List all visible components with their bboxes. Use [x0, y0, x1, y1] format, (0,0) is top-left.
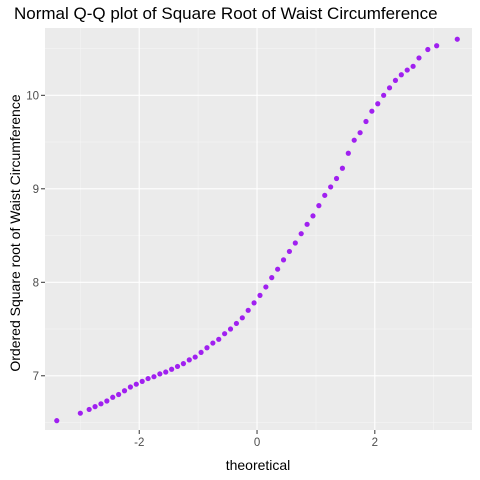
data-point	[375, 101, 381, 107]
data-point	[263, 284, 269, 290]
y-tick-label: 9	[33, 184, 39, 196]
data-point	[169, 366, 175, 372]
data-point	[322, 192, 328, 198]
data-point	[54, 418, 60, 424]
data-point	[345, 150, 351, 156]
data-point	[116, 391, 122, 398]
data-point	[381, 92, 387, 98]
x-tick-label: -2	[134, 437, 144, 449]
data-point	[151, 374, 157, 380]
data-point	[328, 184, 334, 190]
axis-ticks	[41, 94, 376, 434]
data-point	[210, 340, 216, 346]
data-point	[110, 394, 116, 400]
data-point	[357, 130, 363, 136]
data-point	[180, 361, 187, 367]
data-point	[98, 401, 104, 407]
plot-panel	[45, 28, 472, 430]
data-point	[416, 55, 422, 61]
data-point	[104, 398, 110, 404]
data-point	[275, 266, 281, 272]
data-point	[454, 36, 460, 42]
data-point	[316, 203, 322, 209]
tick-labels: -2 0 2 7 8 9 10	[26, 90, 378, 449]
data-point	[163, 369, 169, 375]
data-point	[86, 406, 92, 413]
data-point	[310, 213, 316, 219]
y-axis-label: Ordered Square root of Waist Circumferen…	[7, 94, 23, 371]
data-point	[216, 336, 222, 342]
data-point	[204, 345, 210, 351]
data-point	[245, 307, 251, 313]
data-point	[434, 43, 440, 49]
y-tick-label: 7	[33, 371, 39, 383]
data-point	[186, 357, 192, 363]
data-point	[239, 315, 245, 321]
data-point	[339, 165, 346, 171]
data-point	[363, 118, 369, 125]
data-point	[298, 231, 304, 237]
data-point	[92, 404, 98, 410]
data-point	[133, 381, 139, 387]
data-point	[127, 384, 133, 390]
data-points	[54, 36, 460, 424]
y-tick-label: 8	[33, 277, 39, 289]
x-tick-label: 0	[254, 437, 260, 449]
data-point	[369, 108, 375, 114]
data-point	[425, 46, 431, 53]
data-point	[145, 375, 151, 382]
data-point	[410, 63, 416, 69]
data-point	[351, 137, 357, 143]
x-tick-label: 2	[372, 437, 378, 449]
data-point	[139, 378, 145, 384]
chart-title: Normal Q-Q plot of Square Root of Waist …	[14, 4, 438, 23]
major-gridlines	[45, 28, 472, 430]
data-point	[251, 300, 257, 306]
data-point	[227, 326, 234, 332]
data-point	[198, 349, 204, 356]
data-point	[280, 257, 287, 263]
data-point	[398, 72, 404, 78]
data-point	[292, 240, 298, 246]
data-point	[257, 292, 263, 298]
x-axis-label: theoretical	[226, 457, 291, 473]
data-point	[333, 175, 340, 182]
data-point	[233, 320, 240, 327]
y-tick-label: 10	[26, 90, 39, 102]
data-point	[157, 371, 163, 377]
data-point	[392, 77, 399, 83]
data-point	[269, 275, 275, 281]
data-point	[404, 67, 410, 73]
data-point	[386, 85, 393, 91]
data-point	[304, 221, 310, 227]
data-point	[222, 331, 228, 337]
data-point	[192, 354, 198, 360]
data-point	[174, 363, 181, 370]
data-point	[77, 410, 83, 416]
data-point	[121, 388, 128, 394]
data-point	[286, 248, 293, 255]
